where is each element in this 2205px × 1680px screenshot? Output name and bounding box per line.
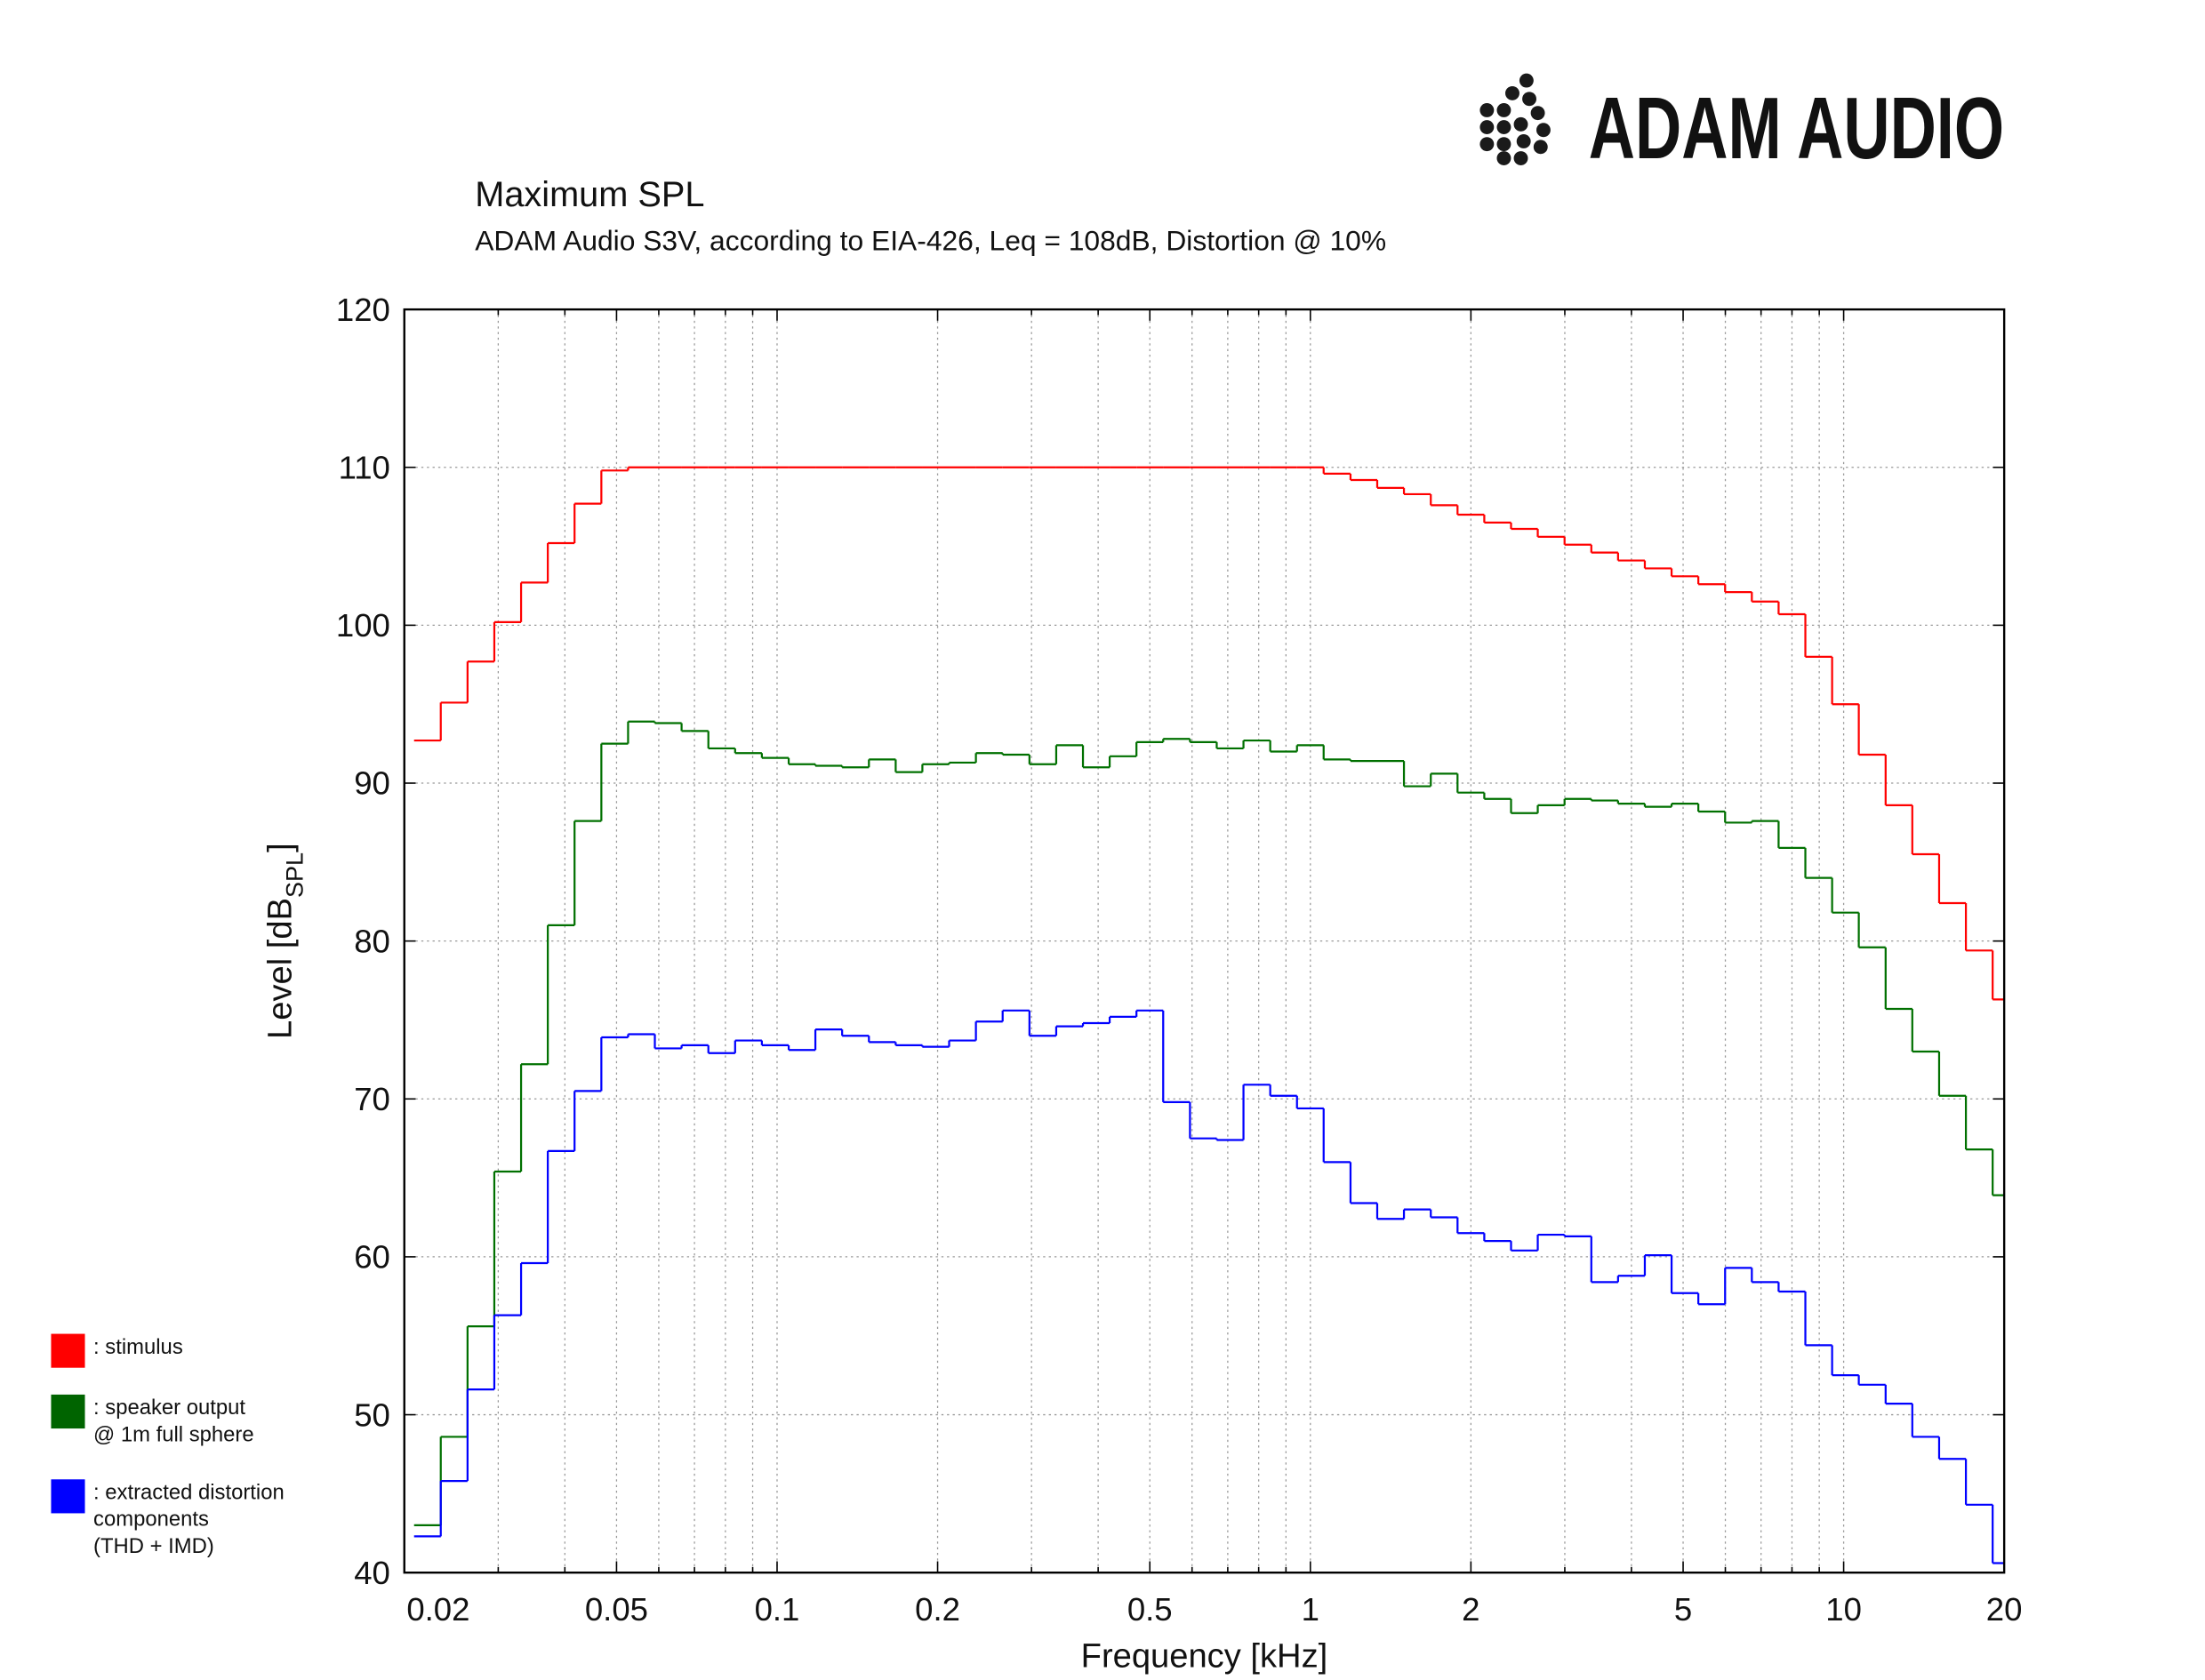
legend-swatch bbox=[51, 1479, 85, 1514]
x-tick-label: 0.1 bbox=[755, 1591, 800, 1628]
x-tick-label: 2 bbox=[1462, 1591, 1479, 1628]
logo-icon bbox=[1479, 73, 1551, 165]
chart-title: Maximum SPL bbox=[475, 175, 704, 214]
y-tick-label: 120 bbox=[336, 292, 390, 328]
legend-label: : stimulus bbox=[93, 1335, 183, 1360]
x-tick-label: 0.2 bbox=[915, 1591, 960, 1628]
y-tick-label: 110 bbox=[339, 449, 390, 485]
y-axis-label-end: ] bbox=[261, 843, 300, 852]
plot bbox=[413, 466, 2005, 1564]
legend-item: : speaker output @ 1m full sphere bbox=[51, 1394, 389, 1479]
x-tick-label: 5 bbox=[1674, 1591, 1692, 1628]
legend-box: : stimulus : speaker output @ 1m full sp… bbox=[51, 1333, 389, 1560]
x-tick-label: 0.5 bbox=[1127, 1591, 1173, 1628]
legend-label: : speaker output @ 1m full sphere bbox=[93, 1396, 254, 1447]
plot-frame bbox=[403, 308, 2006, 1574]
y-tick-label: 50 bbox=[354, 1396, 390, 1433]
legend-item: : stimulus bbox=[51, 1333, 389, 1395]
x-tick-label: 0.02 bbox=[406, 1591, 469, 1628]
legend-label: : extracted distortion components (THD +… bbox=[93, 1480, 285, 1559]
grid bbox=[404, 308, 2005, 1573]
x-axis-label: Frequency [kHz] bbox=[1081, 1637, 1328, 1676]
chart-subtitle: ADAM Audio S3V, according to EIA-426, Le… bbox=[475, 224, 1386, 256]
y-tick-label: 60 bbox=[354, 1239, 390, 1276]
y-tick-label: 100 bbox=[336, 607, 390, 644]
y-tick-label: 90 bbox=[354, 765, 390, 802]
x-tick-label: 1 bbox=[1302, 1591, 1319, 1628]
logo-text: ADAM AUDIO bbox=[1589, 79, 2004, 177]
legend-item: : extracted distortion components (THD +… bbox=[51, 1479, 389, 1560]
y-tick-label: 70 bbox=[354, 1081, 390, 1117]
y-axis-label-sub: SPL bbox=[281, 852, 308, 898]
legend: : stimulus : speaker output @ 1m full sp… bbox=[51, 1333, 389, 1560]
x-tick-label: 10 bbox=[1825, 1591, 1862, 1628]
y-axis-label-main: Level [dB bbox=[261, 898, 300, 1039]
legend-swatch bbox=[51, 1394, 85, 1429]
y-axis-label: Level [dBSPL] bbox=[261, 843, 309, 1039]
legend-swatch bbox=[51, 1333, 85, 1368]
x-tick-label: 0.05 bbox=[585, 1591, 648, 1628]
y-tick-label: 40 bbox=[354, 1555, 390, 1591]
x-tick-label: 20 bbox=[1986, 1591, 2023, 1628]
y-tick-label: 80 bbox=[354, 923, 390, 959]
